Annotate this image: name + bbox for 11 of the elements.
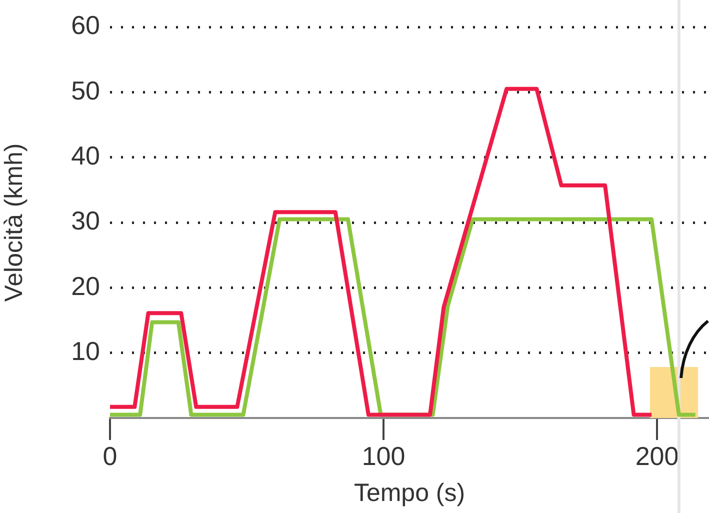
y-tick-label: 50 [71, 75, 100, 106]
x-tick-label: 0 [102, 440, 118, 471]
x-axis-title: Tempo (s) [354, 478, 466, 507]
y-tick-label: 20 [71, 270, 100, 301]
y-tick-label: 40 [71, 140, 100, 171]
y-tick-label: 60 [71, 10, 100, 40]
x-tick-label: 200 [635, 440, 679, 471]
y-axis-title: Velocità (kmh) [0, 143, 28, 302]
x-tick-label: 100 [362, 440, 406, 471]
y-tick-label: 10 [71, 336, 100, 366]
y-tick-label: 30 [71, 206, 100, 236]
